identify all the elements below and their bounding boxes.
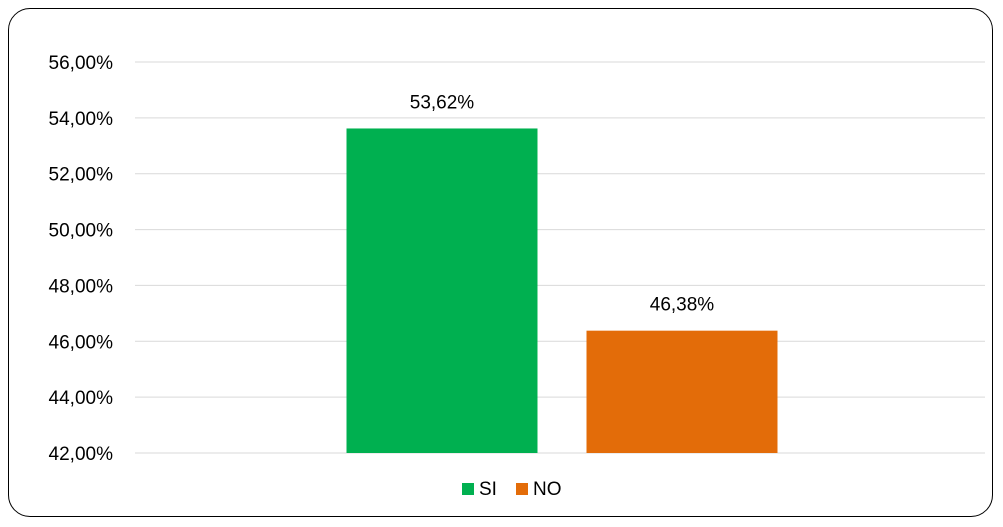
y-tick-label: 42,00% (49, 444, 114, 465)
bar-si (346, 128, 538, 453)
y-axis-tick-labels: 42,00% 44,00% 46,00% 48,00% 50,00% 52,00% 54,0… (49, 53, 114, 465)
legend-swatch-no (516, 483, 528, 495)
legend-label-si: SI (479, 479, 497, 500)
legend-label-no: NO (533, 479, 562, 500)
data-label-si: 53,62% (410, 92, 475, 113)
legend: SI NO (462, 479, 562, 500)
y-tick-label: 50,00% (49, 221, 114, 242)
y-tick-label: 46,00% (49, 332, 114, 353)
y-tick-label: 48,00% (49, 276, 114, 297)
legend-swatch-si (462, 483, 474, 495)
y-tick-label: 44,00% (49, 388, 114, 409)
gridlines (135, 61, 985, 454)
data-label-no: 46,38% (650, 295, 715, 316)
y-tick-label: 52,00% (49, 165, 114, 186)
y-tick-label: 56,00% (49, 53, 114, 74)
bar-no (586, 330, 778, 453)
bars (346, 128, 778, 453)
data-labels: 53,62% 46,38% (410, 92, 715, 315)
y-tick-label: 54,00% (49, 109, 114, 130)
